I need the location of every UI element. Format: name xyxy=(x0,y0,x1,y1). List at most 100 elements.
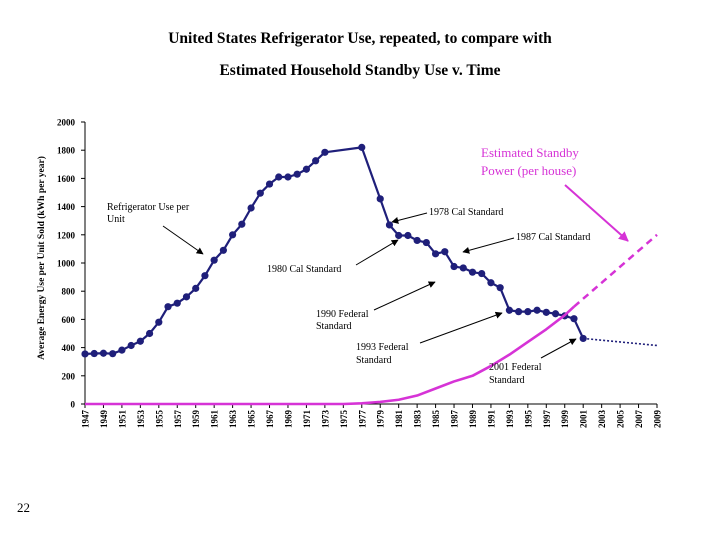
data-point xyxy=(229,231,237,239)
x-tick-label: 1953 xyxy=(136,410,146,429)
data-point xyxy=(182,293,191,301)
x-tick-label: 1967 xyxy=(265,410,275,429)
data-point xyxy=(431,250,440,258)
chart-subtitle: Estimated Household Standby Use v. Time xyxy=(219,62,501,79)
y-tick-label: 1000 xyxy=(57,259,76,269)
y-tick-label: 800 xyxy=(62,287,76,297)
data-point xyxy=(81,350,89,358)
data-point xyxy=(136,337,144,345)
data-point xyxy=(496,284,504,292)
y-tick-label: 0 xyxy=(71,400,76,410)
data-point xyxy=(238,220,246,228)
x-tick-label: 1971 xyxy=(302,410,312,429)
data-point xyxy=(275,173,283,181)
data-point xyxy=(551,310,560,318)
annotation-1990-line2: Standard xyxy=(316,321,352,332)
annotation-fridge-line2: Unit xyxy=(107,214,125,225)
x-tick-label: 2009 xyxy=(653,410,663,429)
data-point xyxy=(127,341,135,350)
x-tick-label: 1963 xyxy=(228,410,238,429)
x-tick-label: 1959 xyxy=(191,410,201,429)
annotation-2001-line1: 2001 Federal xyxy=(489,362,542,373)
annotation-fridge-line1: Refrigerator Use per xyxy=(107,202,190,213)
annotation-1980: 1980 Cal Standard xyxy=(267,264,341,275)
data-point xyxy=(404,231,412,240)
y-tick-label: 1400 xyxy=(57,202,76,212)
data-point xyxy=(441,248,449,256)
y-tick-label: 2000 xyxy=(57,118,76,128)
chart-title: United States Refrigerator Use, repeated… xyxy=(168,30,552,47)
x-tick-label: 1947 xyxy=(81,410,91,429)
annotation-standby-arrow xyxy=(564,184,629,242)
data-point xyxy=(90,349,98,358)
data-point xyxy=(570,315,578,323)
annotation-1993-line2: Standard xyxy=(356,355,392,366)
data-point xyxy=(312,157,320,165)
data-point xyxy=(201,272,209,280)
data-point xyxy=(256,189,264,197)
x-tick-label: 1997 xyxy=(542,410,552,429)
annotation-1978-arrow xyxy=(391,212,428,224)
data-point xyxy=(265,180,274,188)
series-line-1 xyxy=(583,337,658,347)
y-tick-label: 400 xyxy=(62,343,76,353)
data-point xyxy=(155,318,163,326)
y-tick-label: 1600 xyxy=(57,174,76,184)
annotation-1987-arrow xyxy=(462,237,515,254)
annotation-1993-line1: 1993 Federal xyxy=(356,342,409,353)
data-point xyxy=(219,246,227,254)
data-point xyxy=(505,306,513,314)
series-line-2 xyxy=(85,305,575,406)
data-point xyxy=(487,279,495,287)
x-tick-label: 1995 xyxy=(523,410,533,429)
data-point xyxy=(99,349,108,357)
annotation-2001-arrow xyxy=(540,338,577,359)
x-tick-label: 1999 xyxy=(560,410,570,429)
data-point xyxy=(118,346,126,354)
slide-number: 22 xyxy=(17,500,30,515)
series-line-3 xyxy=(573,233,658,308)
y-tick-label: 1800 xyxy=(57,146,76,156)
data-point xyxy=(459,264,467,272)
data-point xyxy=(247,204,255,212)
annotation-standby-line1: Estimated Standby xyxy=(481,145,579,160)
data-point xyxy=(422,238,430,247)
data-point xyxy=(284,173,292,181)
data-point xyxy=(542,308,550,316)
data-point xyxy=(385,221,394,229)
x-tick-label: 1979 xyxy=(376,410,386,429)
annotation-1990-line1: 1990 Federal xyxy=(316,309,369,320)
x-tick-label: 1951 xyxy=(117,410,127,429)
data-point xyxy=(478,269,486,278)
x-tick-label: 1983 xyxy=(413,410,423,429)
x-tick-label: 2003 xyxy=(597,410,607,429)
data-point xyxy=(293,170,301,178)
y-tick-label: 200 xyxy=(62,371,76,381)
data-point xyxy=(173,299,181,307)
x-tick-label: 1985 xyxy=(431,410,441,429)
data-point xyxy=(321,148,329,156)
x-tick-label: 2005 xyxy=(616,410,626,429)
x-tick-label: 2007 xyxy=(634,410,644,429)
annotation-fridge-arrow xyxy=(162,225,204,255)
annotation-standby-line2: Power (per house) xyxy=(481,163,576,178)
x-tick-label: 1989 xyxy=(468,410,478,429)
x-tick-label: 1973 xyxy=(320,410,330,429)
x-tick-label: 1987 xyxy=(450,410,460,429)
x-tick-label: 1961 xyxy=(210,410,220,429)
data-point xyxy=(358,143,366,151)
data-point xyxy=(515,308,523,316)
x-tick-label: 1977 xyxy=(357,410,367,429)
data-point xyxy=(164,303,172,311)
data-point xyxy=(533,306,541,314)
x-tick-label: 1965 xyxy=(247,410,257,429)
x-tick-label: 1981 xyxy=(394,410,404,429)
annotation-1978: 1978 Cal Standard xyxy=(429,207,503,218)
data-point xyxy=(376,195,384,203)
x-tick-label: 1949 xyxy=(99,410,109,429)
data-point xyxy=(468,268,477,276)
y-tick-label: 600 xyxy=(62,315,76,325)
x-tick-label: 1957 xyxy=(173,410,183,429)
annotation-1993-arrow xyxy=(419,311,503,344)
